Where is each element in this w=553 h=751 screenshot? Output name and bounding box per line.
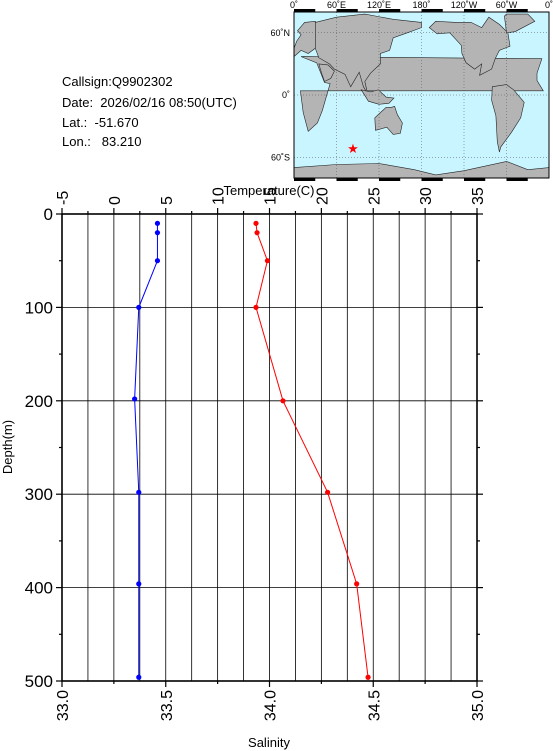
temperature-tick-label: -5	[55, 191, 72, 205]
temperature-tick-label: 20	[314, 187, 331, 205]
temperature-tick-label: 15	[263, 187, 280, 205]
map-latitude-label: 60˚N	[270, 28, 290, 38]
station-marker: ★	[347, 141, 359, 156]
map-latitude-label: 60˚S	[271, 152, 290, 162]
salinity-data-point	[136, 674, 142, 680]
depth-tick-label: 500	[25, 672, 53, 691]
map-border-segment	[464, 9, 486, 12]
map-longitude-label: 60˚W	[496, 0, 518, 10]
depth-tick-label: 400	[25, 579, 53, 598]
map-border-segment	[506, 9, 528, 12]
map-border-segment	[379, 9, 401, 12]
temperature-data-point	[354, 581, 360, 587]
salinity-tick-labels: 33.0 33.5 34.0 34.5 35.0	[55, 690, 487, 721]
salinity-tick-label: 35.0	[470, 690, 487, 721]
south-america-landmass	[491, 84, 525, 153]
temperature-tick-label: 25	[366, 187, 383, 205]
map-border-segment	[379, 178, 401, 181]
map-longitude-label: 120˚W	[451, 0, 478, 10]
depth-tick-label: 300	[25, 485, 53, 504]
north-america-landmass	[428, 16, 511, 76]
map-latitude-labels: 60˚N 0˚ 60˚S	[270, 28, 290, 163]
temperature-data-point	[264, 258, 271, 264]
salinity-profile-line	[134, 223, 158, 678]
salinity-data-point	[136, 581, 142, 587]
salinity-data-point	[136, 489, 142, 495]
latitude-text: Lat.: -51.670	[62, 115, 139, 130]
salinity-tick-label: 34.5	[366, 690, 383, 721]
salinity-data-point	[154, 258, 161, 264]
map-border-segment	[336, 178, 358, 181]
temperature-data-point	[280, 398, 286, 404]
plot-grid	[62, 214, 477, 681]
map-border-segment	[294, 178, 316, 181]
map-border-segment	[464, 178, 486, 181]
salinity-data-point	[132, 396, 138, 402]
plot-ticks	[56, 208, 483, 687]
salinity-tick-label: 33.0	[55, 690, 72, 721]
temperature-tick-label: 30	[418, 187, 435, 205]
temperature-axis-label: Temperature(C)	[223, 183, 314, 198]
map-border-segment	[336, 9, 358, 12]
salinity-data-point	[154, 220, 161, 226]
greenland-landmass	[504, 13, 536, 34]
map-longitude-labels: 0˚ 60˚E 120˚E 180˚ 120˚W 60˚W 0˚	[290, 0, 553, 10]
temperature-tick-label: 0	[107, 196, 124, 205]
map-longitude-label: 0˚	[290, 0, 298, 10]
map-longitude-label: 60˚E	[327, 0, 346, 10]
map-border-segment	[294, 9, 316, 12]
asia-landmass	[314, 13, 422, 95]
map-latitude-label: 0˚	[282, 90, 290, 100]
indonesia-landmass	[360, 89, 395, 105]
date-text: Date: 2026/02/16 08:50(UTC)	[62, 95, 237, 110]
temperature-data-point	[253, 220, 259, 226]
temperature-profile-line	[255, 223, 369, 678]
depth-axis-label: Depth(m)	[0, 420, 15, 474]
depth-tick-labels: 0 100 200 300 400 500	[25, 205, 53, 691]
temperature-tick-label: 35	[470, 187, 487, 205]
profile-series	[132, 220, 371, 680]
map-longitude-label: 0˚	[545, 0, 553, 10]
depth-tick-label: 0	[44, 205, 53, 224]
map-border-segment	[421, 9, 443, 12]
longitude-text: Lon.: 83.210	[62, 134, 142, 149]
temperature-tick-label: 10	[211, 187, 228, 205]
callsign-text: Callsign:Q9902302	[62, 74, 173, 89]
temperature-data-point	[365, 674, 371, 680]
temperature-data-point	[325, 489, 331, 495]
temperature-tick-label: 5	[159, 196, 176, 205]
map-border-segment	[421, 178, 443, 181]
world-map-inset: 0˚ 60˚E 120˚E 180˚ 120˚W 60˚W 0˚ 60˚N 0˚ 60˚S ★	[270, 0, 553, 181]
map-border-segment	[506, 178, 528, 181]
arabia-landmass	[318, 63, 335, 82]
salinity-axis-label: Salinity	[248, 735, 290, 750]
map-border-ticks	[294, 9, 528, 181]
depth-tick-label: 200	[25, 392, 53, 411]
temperature-data-point	[254, 230, 260, 236]
salinity-tick-label: 33.5	[159, 690, 176, 721]
depth-tick-label: 100	[25, 298, 53, 317]
salinity-data-point	[136, 304, 142, 310]
map-longitude-label: 180˚	[412, 0, 430, 10]
temperature-tick-labels: -5 0 5 10 15 20 25 30 35	[55, 187, 487, 205]
australia-landmass	[374, 106, 403, 135]
salinity-data-point	[154, 230, 161, 236]
map-longitude-label: 120˚E	[367, 0, 391, 10]
temperature-data-point	[253, 304, 259, 310]
salinity-tick-label: 34.0	[263, 690, 280, 721]
